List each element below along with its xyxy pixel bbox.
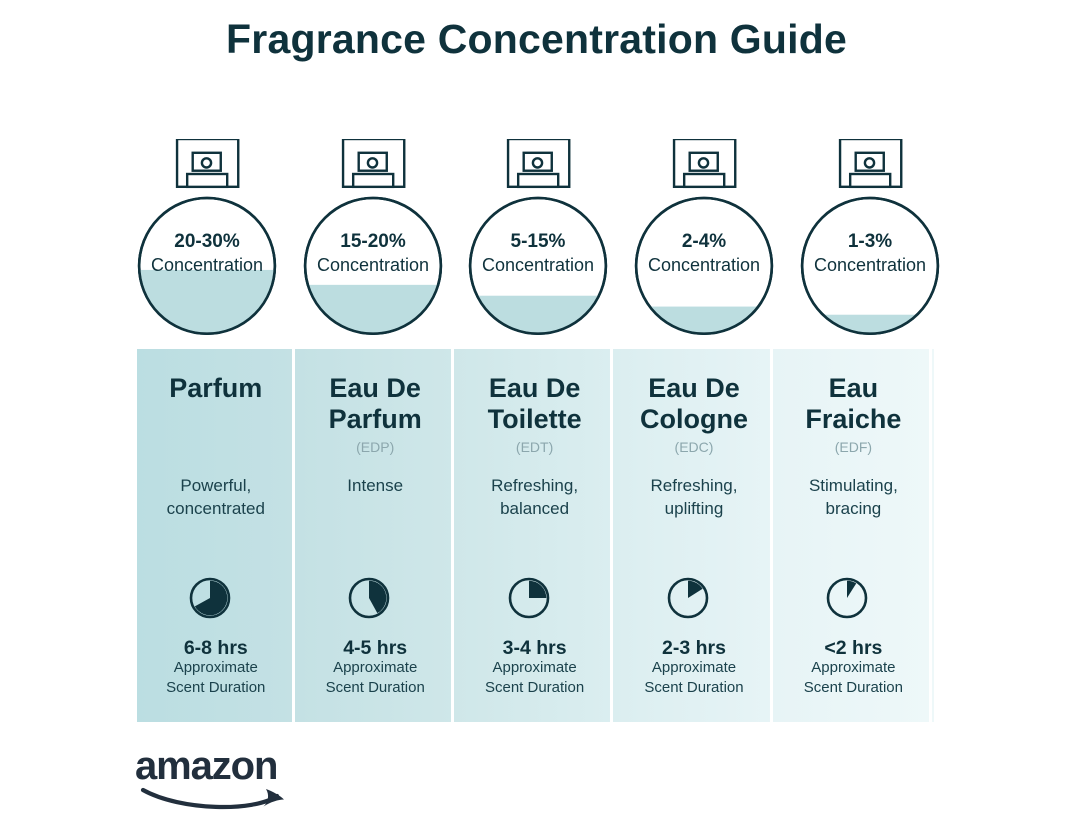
svg-text:20-30%: 20-30% — [174, 231, 240, 252]
svg-text:Concentration: Concentration — [316, 255, 428, 275]
svg-text:Concentration: Concentration — [814, 255, 926, 275]
svg-text:2-4%: 2-4% — [681, 231, 725, 252]
svg-text:Concentration: Concentration — [151, 255, 263, 275]
svg-text:Concentration: Concentration — [482, 255, 594, 275]
svg-text:15-20%: 15-20% — [340, 231, 406, 252]
svg-text:1-3%: 1-3% — [848, 231, 892, 252]
svg-text:5-15%: 5-15% — [511, 231, 566, 252]
svg-text:Concentration: Concentration — [647, 255, 759, 275]
